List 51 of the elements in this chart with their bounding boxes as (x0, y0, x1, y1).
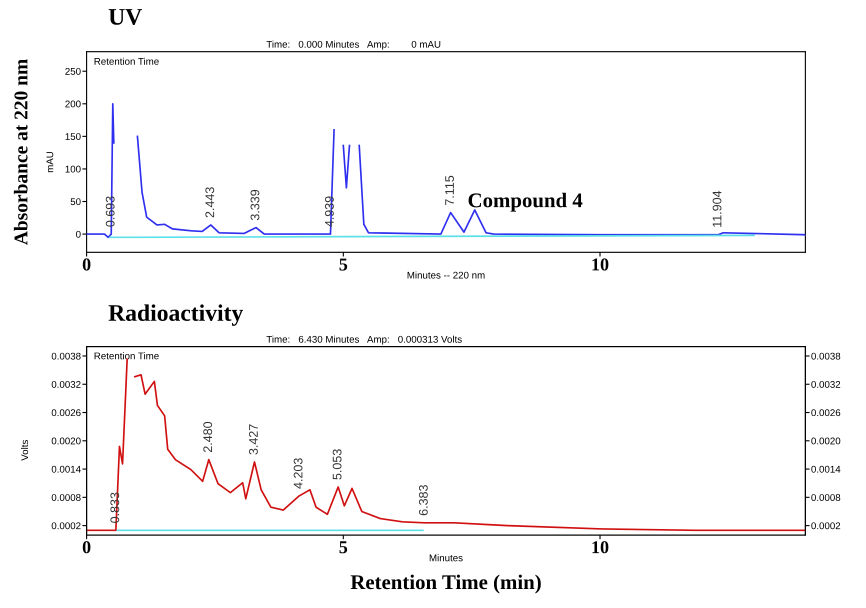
text: Volts (20, 440, 28, 461)
x-tick-label: 0 (82, 541, 90, 554)
x-tick-label: 5 (340, 541, 348, 554)
y-tick-label: 0 (76, 230, 81, 238)
y2-tick-label: 0.0008 (811, 494, 840, 501)
y2-tick-label: 0.0014 (811, 466, 840, 473)
y-tick-label: 150 (66, 133, 81, 140)
x-tick-label: 10 (592, 258, 608, 271)
text: mAU (46, 152, 54, 172)
annotation: 0.833 (110, 492, 120, 523)
annotation: Retention Time (94, 352, 159, 360)
chart-title: Radioactivity (108, 304, 244, 326)
y2-tick-label: 0.0026 (811, 409, 840, 416)
annotation: Retention Time (94, 58, 159, 65)
x-tick-label: 10 (592, 541, 608, 554)
annotation: 2.443 (205, 187, 214, 218)
annotation: 4.939 (324, 196, 334, 227)
y-tick-label: 0.0026 (52, 409, 81, 416)
annotation: Compound 4 (468, 192, 582, 212)
y-axis-title: Absorbance at 220 nm (14, 59, 28, 245)
annotation: 3.427 (248, 424, 258, 455)
annotation: 3.339 (250, 190, 260, 220)
chart-subtitle: Time: 6.430 Minutes Amp: 0.000313 Volts (266, 336, 462, 345)
y2-tick-label: 0.0020 (811, 438, 840, 444)
x-tick-label: 5 (340, 258, 348, 271)
y2-tick-label: 0.0032 (811, 380, 840, 388)
y-tick-label: 0.0032 (52, 380, 81, 388)
chart-title: UV (108, 9, 142, 25)
y-tick-label: 250 (65, 68, 81, 75)
y-tick-label: 200 (65, 100, 81, 108)
text: Retention Time (min) (350, 574, 541, 594)
y2-tick-label: 0.0002 (811, 522, 840, 530)
y-tick-label: 50 (70, 198, 81, 206)
annotation: 7.115 (445, 176, 454, 205)
y-tick-label: 0.0014 (52, 466, 81, 473)
annotation: 4.203 (294, 458, 303, 489)
annotation: 2.480 (203, 422, 212, 452)
x-axis-title: Minutes (430, 554, 463, 562)
annotation: 6.383 (418, 485, 428, 516)
x-axis-title: Minutes -- 220 nm (408, 271, 485, 279)
y-tick-label: 100 (66, 166, 81, 173)
annotation: 5.053 (332, 449, 342, 480)
y-tick-label: 0.0020 (52, 438, 81, 444)
chart-subtitle: Time: 0.000 Minutes Amp: 0 mAU (266, 40, 440, 50)
y-tick-label: 0.0008 (52, 494, 81, 501)
annotation: 11.904 (712, 190, 722, 227)
annotation: 0.693 (106, 196, 115, 227)
x-tick-label: 0 (82, 258, 90, 271)
y-tick-label: 0.0038 (52, 352, 81, 360)
y-tick-label: 0.0002 (52, 522, 81, 530)
y2-tick-label: 0.0038 (811, 352, 840, 360)
